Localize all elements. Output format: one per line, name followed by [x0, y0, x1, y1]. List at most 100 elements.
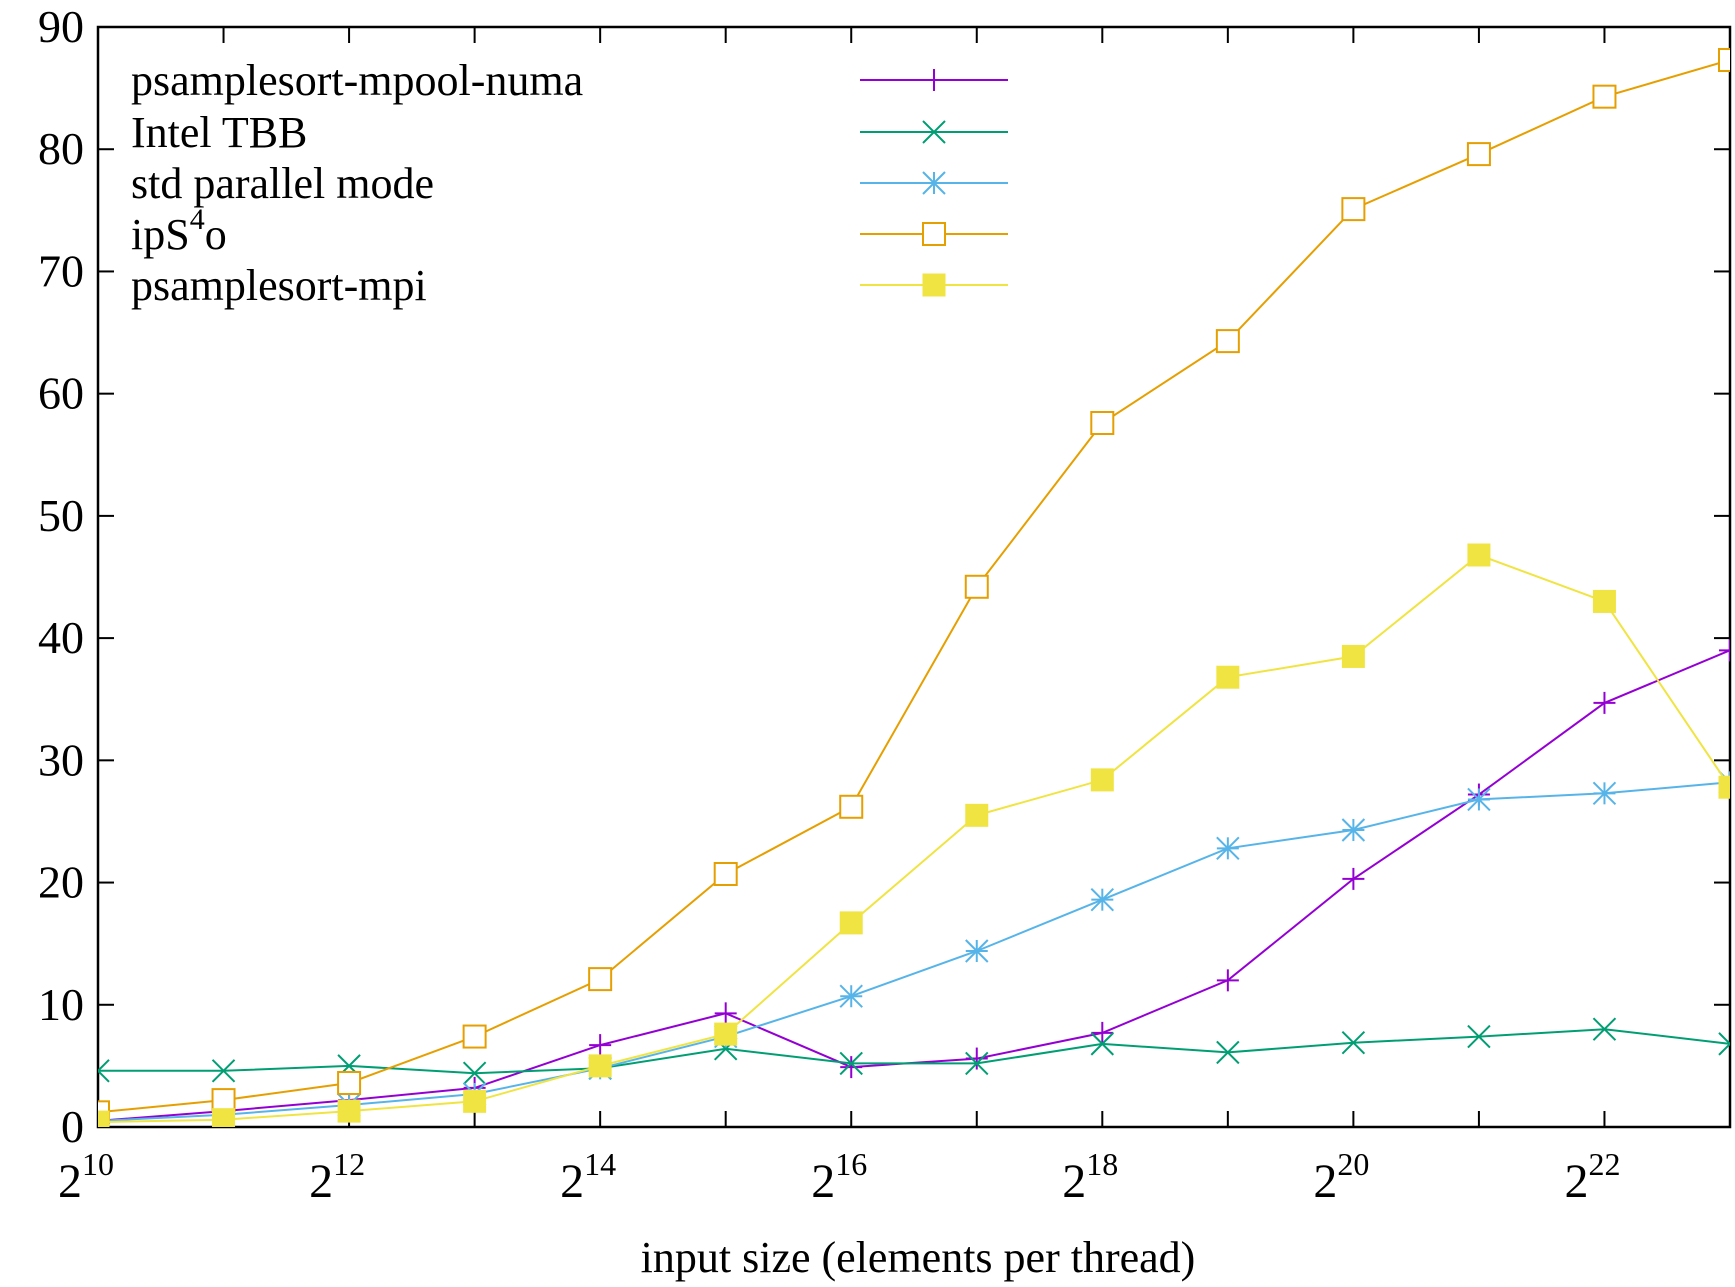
series-line [98, 781, 1730, 1122]
data-point [337, 1071, 362, 1095]
x-tick-base: 2 [811, 1155, 835, 1208]
x-tick-exponent: 12 [333, 1146, 365, 1182]
data-point [1215, 329, 1240, 354]
legend-label: ipS4o [131, 203, 227, 259]
data-point [1718, 775, 1730, 799]
data-point [1341, 644, 1365, 668]
y-tick-label: 40 [38, 612, 84, 663]
data-point [714, 1022, 738, 1046]
legend-item: ipS4o [131, 203, 1008, 259]
series-layer [98, 48, 1730, 1127]
y-tick-label: 90 [38, 1, 84, 52]
data-point [1592, 1017, 1617, 1041]
x-tick-label: 210 [58, 1146, 114, 1208]
data-point [839, 1051, 863, 1076]
x-tick-base: 2 [309, 1155, 333, 1208]
x-tick-label: 214 [560, 1146, 616, 1208]
data-point [212, 1108, 236, 1127]
x-tick-label: 216 [811, 1146, 867, 1208]
x-tick-base: 2 [1313, 1155, 1337, 1208]
data-point [1216, 1040, 1240, 1065]
y-tick-label: 10 [38, 979, 84, 1030]
y-axis-ticks: 0 10 20 30 40 50 60 70 80 90 [38, 1, 1730, 1152]
data-point [1718, 1032, 1730, 1056]
legend-swatch-marker [923, 69, 945, 91]
legend-label-tail: o [205, 210, 227, 259]
data-point [1341, 1030, 1366, 1055]
data-point [1091, 1021, 1114, 1044]
series-3 [98, 48, 1730, 1125]
data-point [1718, 48, 1730, 72]
x-tick-label: 220 [1313, 1146, 1369, 1208]
data-point [1342, 867, 1365, 890]
plot-frame [96, 25, 1732, 1129]
plot-border [96, 25, 1732, 1129]
y-tick-label: 0 [61, 1101, 84, 1152]
x-tick-exponent: 16 [835, 1146, 867, 1182]
x-tick-exponent: 10 [82, 1146, 114, 1182]
x-tick-base: 2 [58, 1155, 82, 1208]
data-point [211, 1088, 236, 1113]
x-tick-exponent: 20 [1337, 1146, 1369, 1182]
legend-label: std parallel mode [131, 159, 434, 208]
data-point [588, 967, 613, 992]
legend-swatch-marker [922, 120, 946, 144]
data-point [211, 1059, 236, 1083]
series-2 [98, 770, 1730, 1127]
data-point [965, 939, 989, 963]
legend-swatch-marker [922, 222, 946, 246]
data-point [1090, 411, 1115, 435]
x-tick-base: 2 [560, 1155, 584, 1208]
x-tick-base: 2 [1564, 1155, 1588, 1208]
x-tick-exponent: 18 [1086, 1146, 1118, 1182]
y-tick-label: 50 [38, 490, 84, 541]
series-1 [98, 1017, 1730, 1085]
data-point [1467, 787, 1491, 812]
y-tick-label: 30 [38, 734, 84, 785]
data-point [337, 1099, 361, 1123]
data-point [98, 1110, 110, 1127]
data-point [1090, 1032, 1115, 1056]
data-point [463, 1089, 487, 1113]
data-point [713, 862, 738, 886]
data-point [1467, 543, 1491, 567]
data-point [1593, 691, 1616, 714]
x-tick-exponent: 22 [1588, 1146, 1620, 1182]
data-point [1341, 818, 1366, 842]
legend-swatch-marker [922, 273, 946, 297]
data-point [1216, 836, 1240, 861]
data-point [1719, 639, 1730, 662]
x-tick-label: 222 [1564, 1146, 1620, 1208]
data-point [1592, 781, 1617, 806]
data-point [839, 911, 863, 935]
x-tick-base: 2 [1062, 1155, 1086, 1208]
legend-swatch-marker [922, 171, 946, 195]
data-point [965, 1047, 988, 1070]
legend-label-base: ipS [131, 210, 190, 259]
data-point [462, 1024, 487, 1049]
legend-item: psamplesort-mpool-numa [131, 56, 1008, 105]
y-tick-label: 20 [38, 857, 84, 908]
series-line [98, 1028, 1730, 1075]
series-0 [98, 639, 1730, 1127]
legend-item: psamplesort-mpi [131, 261, 1008, 310]
data-point [98, 1059, 110, 1083]
series-line [98, 649, 1730, 1122]
data-point [589, 1034, 612, 1057]
series-4 [98, 543, 1730, 1127]
data-point [840, 1056, 863, 1079]
data-point [965, 1051, 989, 1076]
legend-label-sup: 4 [190, 203, 205, 236]
x-tick-label: 218 [1062, 1146, 1118, 1208]
data-point [1341, 197, 1366, 222]
x-axis-label: input size (elements per thread) [641, 1233, 1196, 1282]
data-point [1090, 768, 1114, 792]
x-axis-ticks: 210 212 214 216 218 220 222 [58, 27, 1731, 1208]
x-tick-label: 212 [309, 1146, 365, 1208]
series-line [98, 553, 1730, 1124]
data-point [1466, 142, 1491, 167]
data-point [839, 794, 864, 819]
data-point [1467, 1024, 1491, 1049]
